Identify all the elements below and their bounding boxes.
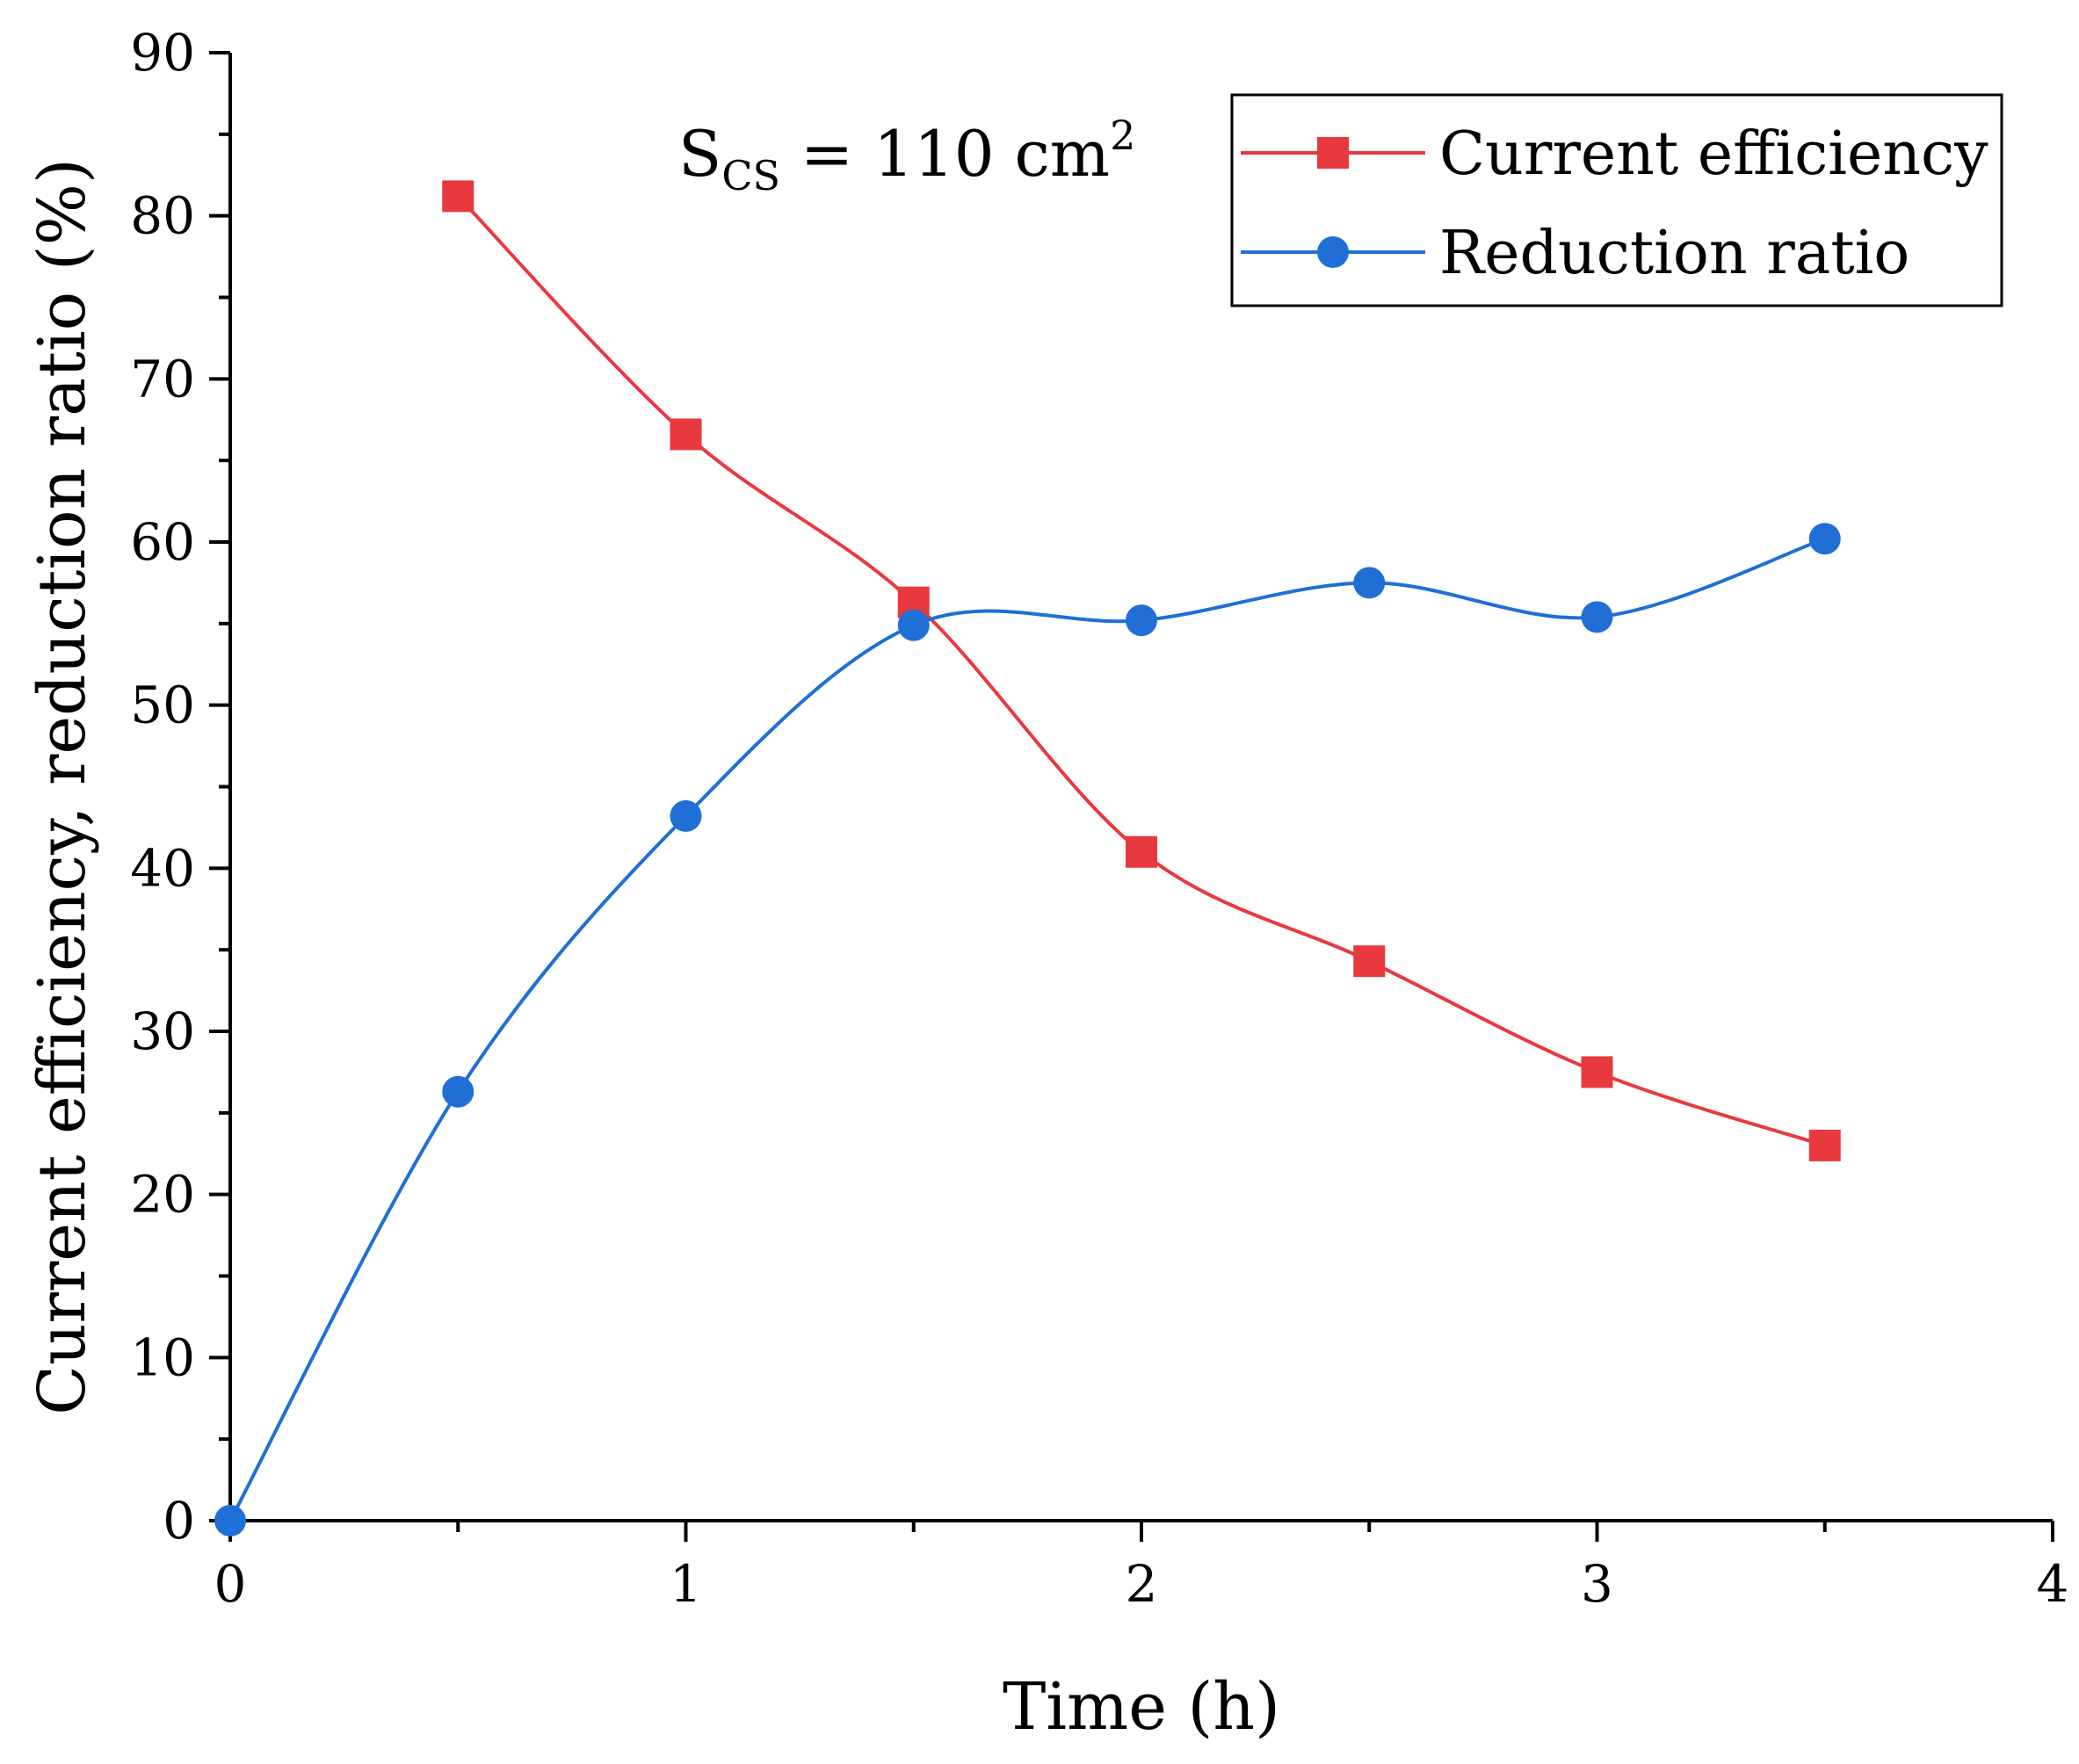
current-efficiency-point xyxy=(1808,1129,1841,1161)
y-axis-title: Current efficiency, reduction ratio (%) xyxy=(25,158,100,1415)
reduction-ratio-point xyxy=(1808,523,1841,555)
x-tick-label: 2 xyxy=(1126,1554,1158,1614)
annotation-subscript: CS xyxy=(721,152,780,199)
surface-area-annotation: SCS = 110 cm2 xyxy=(678,112,1135,199)
reduction-ratio-point xyxy=(897,609,930,641)
annotation-base: S xyxy=(678,117,721,191)
y-tick-label: 90 xyxy=(130,23,195,83)
series-markers xyxy=(214,180,1841,1536)
legend-items: Current efficiency Reduction ratio xyxy=(1241,119,1988,288)
y-tick-label: 40 xyxy=(130,838,195,898)
annotation-superscript: 2 xyxy=(1110,112,1135,159)
y-tick-label: 10 xyxy=(130,1327,195,1387)
reduction-ratio-line xyxy=(228,537,1826,1522)
current-efficiency-point xyxy=(442,180,474,213)
y-tick-label: 80 xyxy=(130,186,195,246)
y-tick-label: 30 xyxy=(130,1001,195,1061)
x-tick-label: 4 xyxy=(2037,1554,2069,1614)
reduction-ratio-point xyxy=(1353,567,1386,599)
legend-box xyxy=(1230,93,2003,307)
reduction-ratio-point xyxy=(214,1505,246,1536)
y-tick-label: 0 xyxy=(163,1491,195,1551)
current-efficiency-line xyxy=(456,195,1826,1147)
legend-label-reduction-ratio: Reduction ratio xyxy=(1439,219,1909,288)
y-tick-label: 50 xyxy=(130,676,195,735)
current-efficiency-point xyxy=(670,418,702,451)
reduction-ratio-point xyxy=(670,799,702,832)
x-tick-label: 1 xyxy=(670,1554,702,1614)
reduction-ratio-point xyxy=(1581,601,1613,633)
annotation-text: = 110 cm xyxy=(780,117,1110,191)
legend-marker-reduction-ratio xyxy=(1317,236,1349,268)
current-efficiency-point xyxy=(1126,835,1157,868)
reduction-ratio-point xyxy=(1126,604,1157,637)
y-tick-label: 60 xyxy=(130,512,195,572)
x-tick-label: 3 xyxy=(1581,1554,1613,1614)
current-efficiency-point xyxy=(1353,945,1386,978)
x-axis-title: Time (h) xyxy=(1003,1669,1280,1745)
current-efficiency-point xyxy=(1581,1056,1613,1088)
legend-label-current-efficiency: Current efficiency xyxy=(1439,119,1988,189)
y-tick-label: 70 xyxy=(130,349,195,408)
legend: Current efficiency Reduction ratio xyxy=(1230,93,2003,307)
legend-marker-current-efficiency xyxy=(1317,137,1349,169)
y-tick-label: 20 xyxy=(130,1165,195,1225)
reduction-ratio-point xyxy=(442,1075,474,1108)
series-lines xyxy=(228,195,1826,1522)
x-tick-label: 0 xyxy=(214,1554,247,1614)
